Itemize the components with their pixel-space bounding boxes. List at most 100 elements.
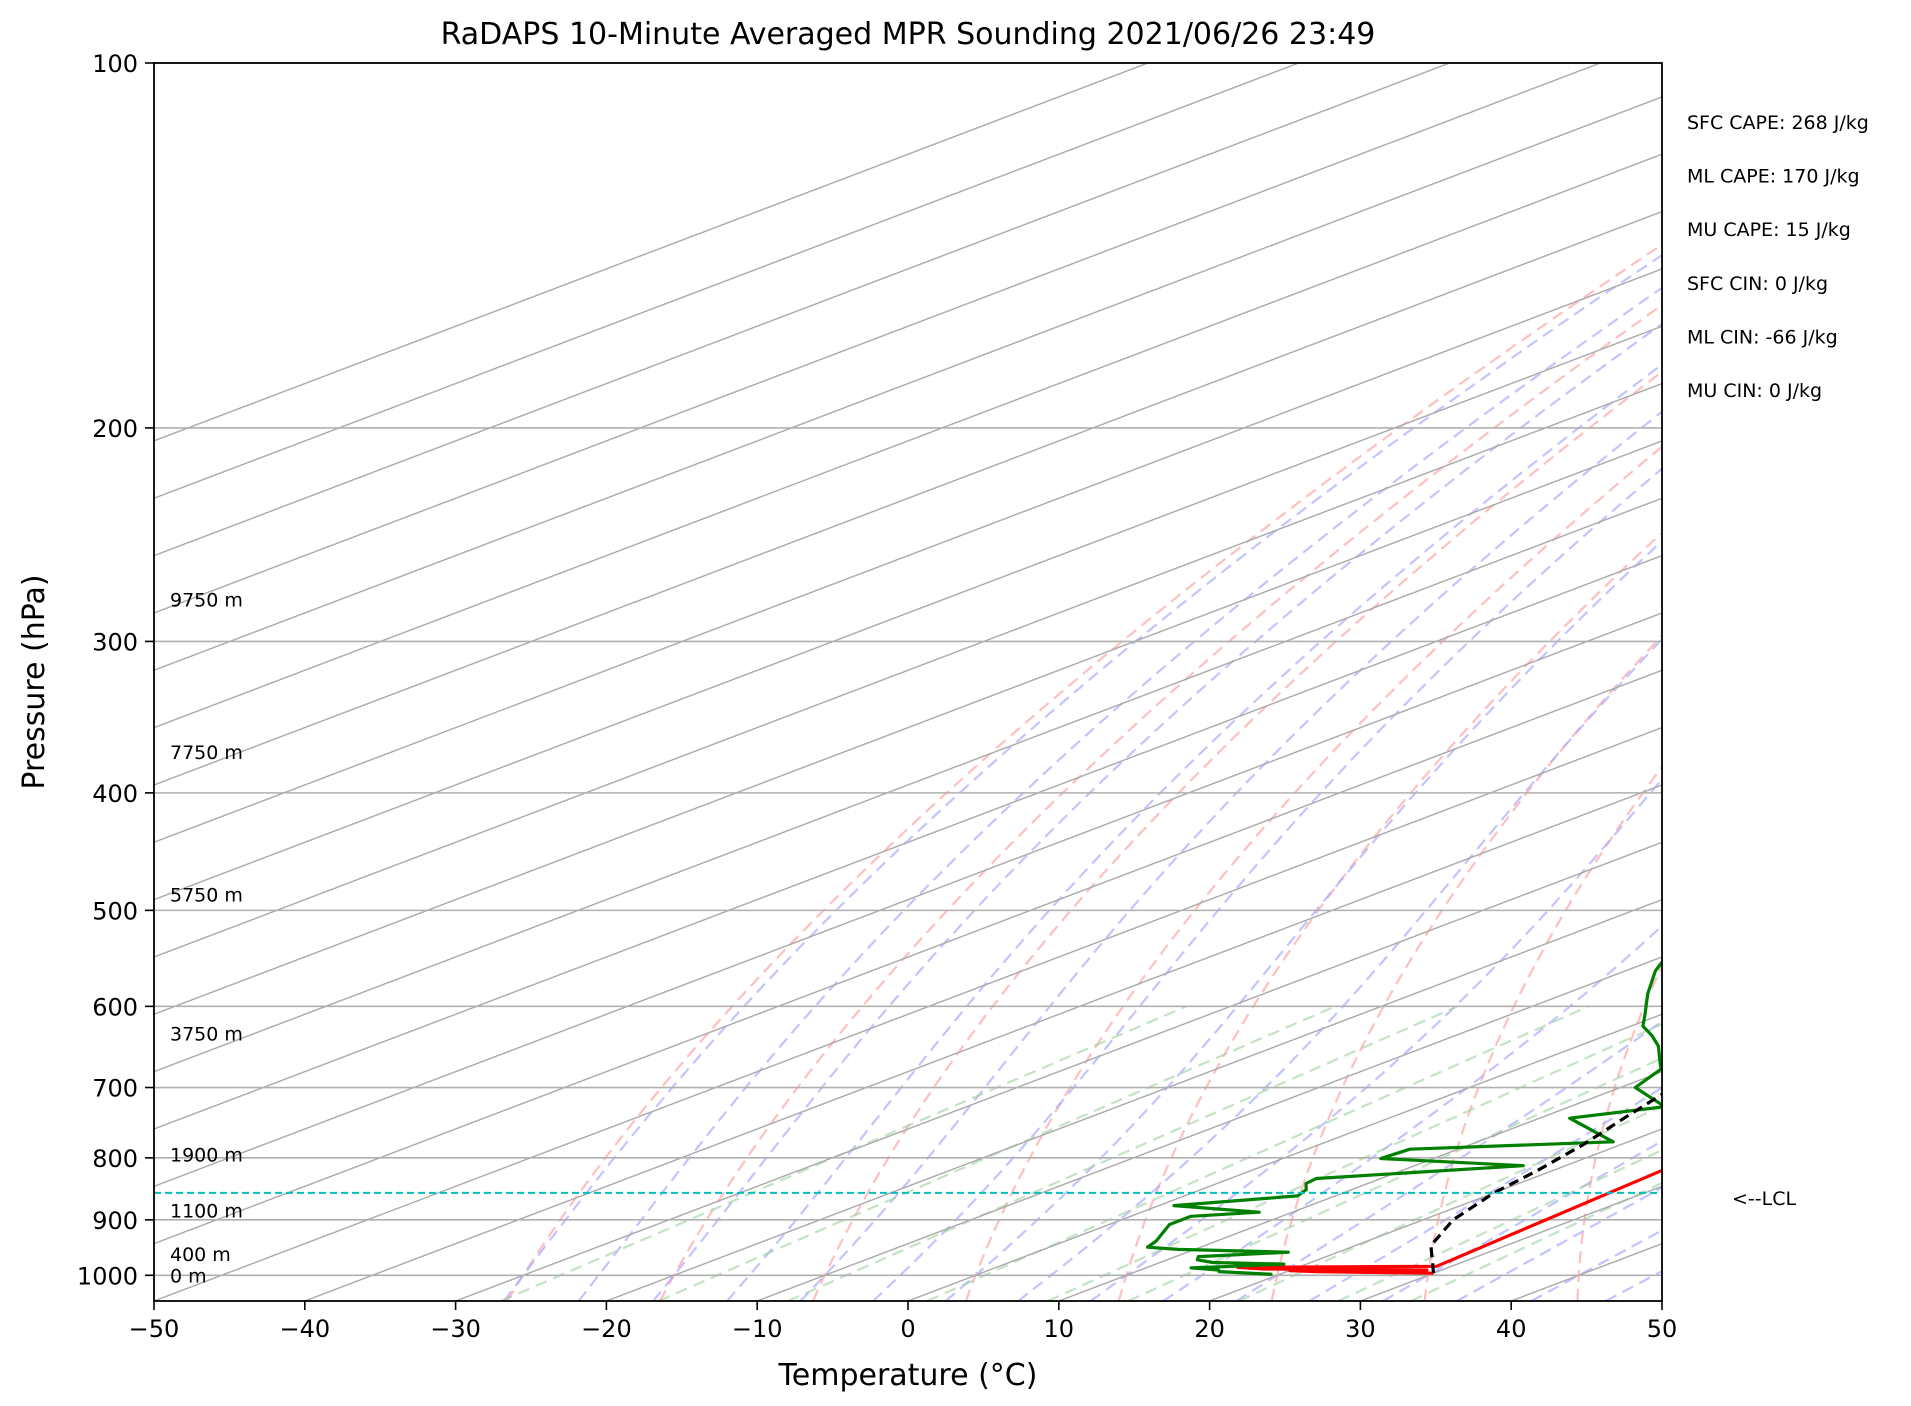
x-tick-label: 50 [1647,1315,1678,1343]
x-tick-label: −10 [732,1315,783,1343]
isotherm [154,96,1662,672]
isotherm [1661,1300,1662,1301]
isotherm [154,210,1662,786]
isotherm [154,63,1450,557]
y-tick-label: 300 [92,628,138,656]
moist-adiabat [726,363,1662,1301]
stat-line: ML CIN: -66 J/kg [1687,326,1838,348]
isotherm [154,63,1299,500]
isotherm [455,841,1662,1301]
moist-adiabat [1235,1020,1662,1301]
background-lines [154,63,1911,1301]
y-tick-label: 500 [92,897,138,925]
moist-adiabat [1382,1139,1662,1301]
isotherm [1360,1185,1662,1301]
lcl-label: <--LCL [1732,1188,1796,1210]
isotherm [154,63,1601,614]
dry-adiabat [964,445,1662,1301]
mixing-ratio-line [1238,1104,1662,1301]
isotherm [154,497,1662,1073]
isotherm [606,898,1662,1301]
moist-adiabat [1605,1269,1662,1301]
y-tick-label: 900 [92,1207,138,1235]
x-tick-label: 30 [1345,1315,1376,1343]
isotherm [1209,1128,1662,1301]
x-tick-label: −30 [430,1315,481,1343]
mixing-ratio-line [658,1005,1336,1301]
height-label: 9750 m [170,589,243,611]
isotherm [154,669,1662,1245]
y-tick-label: 700 [92,1075,138,1103]
y-axis-label: Pressure (hPa) [17,574,52,789]
stat-line: MU CIN: 0 J/kg [1687,380,1822,402]
moist-adiabat [799,410,1662,1301]
isotherm [1510,1242,1662,1301]
x-axis-label: Temperature (°C) [778,1358,1038,1393]
y-tick-label: 200 [92,415,138,443]
dry-adiabat [659,303,1662,1301]
x-tick-label: 10 [1044,1315,1075,1343]
moist-adiabat [1089,777,1662,1301]
moist-adiabat [872,467,1662,1301]
stat-line: MU CAPE: 15 J/kg [1687,219,1851,241]
isotherm [304,784,1662,1301]
x-tick-label: 20 [1194,1315,1225,1343]
x-tick-label: −40 [279,1315,330,1343]
moist-adiabat [1456,1186,1662,1301]
series-group [1145,959,1662,1276]
isotherm [154,554,1662,1130]
height-label: 1900 m [170,1145,243,1167]
isotherm [154,440,1662,1016]
moist-adiabat [944,539,1662,1301]
mixing-ratio-line [1047,1022,1662,1301]
height-label: 5750 m [170,884,243,906]
isotherm [154,63,1149,442]
height-labels: 9750 m 7750 m 5750 m 3750 m 1900 m 1100 m 400 … [170,589,243,1287]
dry-adiabat [506,243,1662,1301]
y-tick-label: 100 [92,50,138,78]
series-line [1236,1168,1662,1275]
stats-panel: SFC CAPE: 268 J/kg ML CAPE: 170 J/kg MU CA… [1687,112,1869,402]
isotherm [154,726,1662,1301]
height-label: 400 m [170,1244,231,1266]
x-tick-label: −20 [581,1315,632,1343]
y-tick-label: 400 [92,780,138,808]
mixing-ratio-line [787,1005,1458,1301]
series-line [1145,959,1662,1276]
y-tick-label: 800 [92,1145,138,1173]
dry-adiabat [1877,63,1911,1301]
moist-adiabat [1017,637,1662,1301]
isotherm [154,612,1662,1188]
series-line [1429,1092,1662,1274]
lcl-group: <--LCL [154,1188,1796,1210]
height-label: 0 m [170,1265,207,1287]
isotherm [154,325,1662,901]
moist-adiabat [503,253,1662,1301]
moist-adiabat [652,322,1662,1301]
mixing-ratio-line [1410,1181,1662,1301]
isotherm [756,956,1662,1301]
moist-adiabat [1162,924,1662,1301]
x-tick-label: −50 [129,1315,180,1343]
dry-adiabat [1730,63,1911,1301]
height-label: 1100 m [170,1200,243,1222]
y-tick-label: 600 [92,993,138,1021]
mixing-ratio-line [500,1005,1187,1301]
dry-adiabat [811,370,1662,1301]
isotherm [1058,1070,1662,1301]
height-label: 7750 m [170,742,243,764]
height-label: 3750 m [170,1024,243,1046]
dry-adiabat [1117,531,1662,1301]
stat-line: SFC CIN: 0 J/kg [1687,273,1828,295]
mixing-ratio-line [927,1005,1589,1301]
y-axis-ticks: 100 200 300 400 500 600 700 800 900 1000 [77,50,154,1290]
dry-adiabat [1270,633,1662,1301]
isotherm [154,153,1662,729]
x-axis-ticks: −50 −40 −30 −20 −10 0 10 20 30 40 50 [129,1301,1678,1343]
y-tick-label: 1000 [77,1262,138,1290]
plot-frame [153,62,1663,1302]
mixing-ratio-line [1337,1148,1662,1301]
stat-line: SFC CAPE: 268 J/kg [1687,112,1869,134]
x-tick-label: 0 [900,1315,915,1343]
